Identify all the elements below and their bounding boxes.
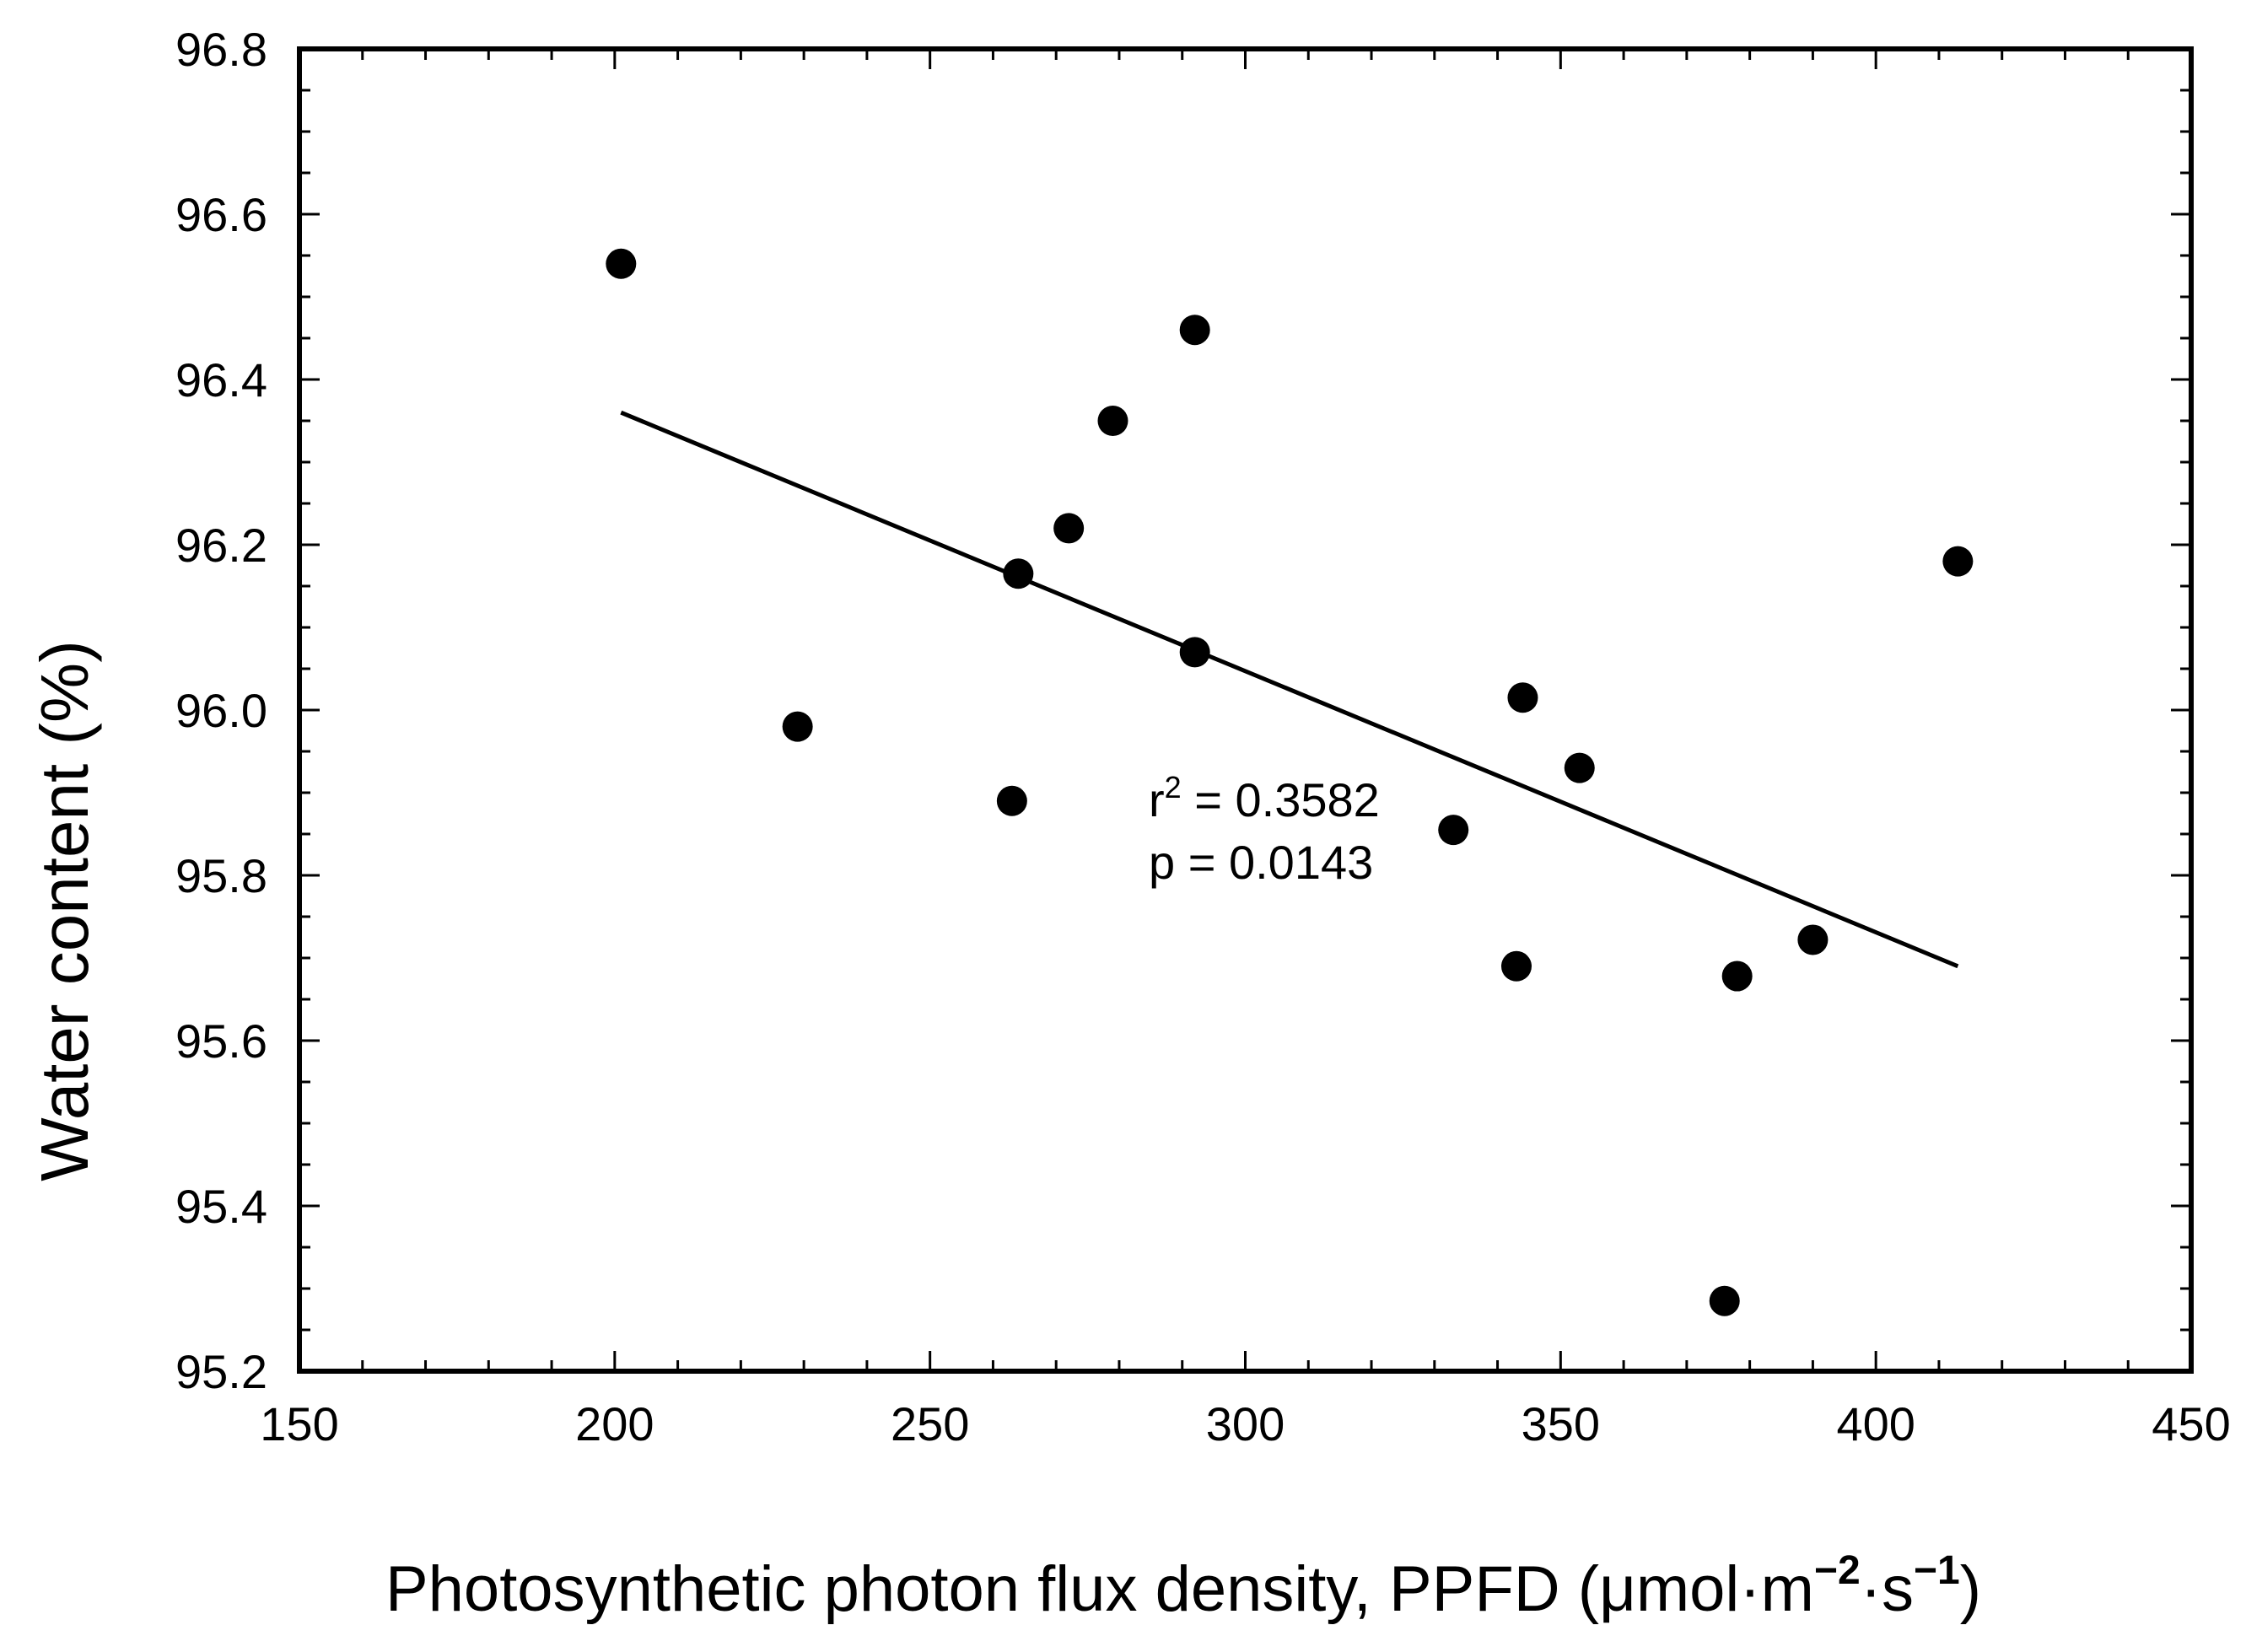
data-point bbox=[1709, 1285, 1740, 1316]
x-axis-title-mid: ·s bbox=[1861, 1553, 1914, 1625]
data-point bbox=[1438, 815, 1469, 846]
data-point bbox=[1507, 682, 1538, 713]
data-points bbox=[606, 248, 1974, 1316]
data-point bbox=[1179, 315, 1210, 346]
r-symbol: r bbox=[1149, 773, 1165, 826]
y-tick-label: 96.0 bbox=[175, 684, 267, 737]
y-tick-label: 96.2 bbox=[175, 519, 267, 572]
x-axis-title-end: ) bbox=[1960, 1553, 1981, 1625]
x-tick-label: 150 bbox=[260, 1397, 338, 1450]
tick-labels: 150 200 250 300 350 400 450 95.2 95.4 95.6 95.8 96.… bbox=[175, 23, 2231, 1450]
r-exponent: 2 bbox=[1165, 770, 1182, 804]
y-tick-label: 96.4 bbox=[175, 353, 267, 406]
data-point bbox=[1053, 513, 1085, 544]
data-point bbox=[1797, 924, 1829, 955]
data-point bbox=[1721, 961, 1753, 992]
plot-frame bbox=[297, 46, 2194, 1374]
x-axis-title-exp1: −2 bbox=[1814, 1548, 1861, 1593]
y-axis-title: Water content (%) bbox=[27, 640, 102, 1181]
y-tick-label: 95.8 bbox=[175, 849, 267, 902]
x-axis-title-main: Photosynthetic photon flux density, PPFD… bbox=[385, 1553, 1814, 1625]
x-tick-label: 350 bbox=[1522, 1397, 1600, 1450]
data-point bbox=[782, 711, 813, 742]
data-point bbox=[996, 785, 1027, 816]
y-tick-label: 95.6 bbox=[175, 1014, 267, 1068]
x-axis-title: Photosynthetic photon flux density, PPFD… bbox=[385, 1548, 1981, 1625]
data-point bbox=[606, 248, 637, 279]
x-tick-label: 300 bbox=[1206, 1397, 1285, 1450]
p-value-annotation: p = 0.0143 bbox=[1149, 836, 1373, 889]
y-tick-label: 96.6 bbox=[175, 188, 267, 241]
x-tick-label: 450 bbox=[2152, 1397, 2230, 1450]
x-tick-label: 200 bbox=[575, 1397, 654, 1450]
x-tick-label: 400 bbox=[1836, 1397, 1915, 1450]
x-axis-title-exp2: −1 bbox=[1914, 1548, 1960, 1593]
r-squared-annotation: r2 = 0.3582 bbox=[1149, 770, 1380, 826]
y-tick-label: 96.8 bbox=[175, 23, 267, 76]
regression-line bbox=[620, 410, 1959, 969]
data-point bbox=[1003, 558, 1034, 589]
data-point bbox=[1500, 950, 1532, 982]
y-tick-label: 95.4 bbox=[175, 1180, 267, 1233]
data-point bbox=[1097, 406, 1128, 436]
r-value: = 0.3582 bbox=[1182, 773, 1380, 826]
x-tick-label: 250 bbox=[891, 1397, 969, 1450]
data-point bbox=[1942, 546, 1974, 577]
y-tick-label: 95.2 bbox=[175, 1345, 267, 1398]
data-point bbox=[1564, 752, 1595, 783]
data-point bbox=[1179, 637, 1210, 668]
